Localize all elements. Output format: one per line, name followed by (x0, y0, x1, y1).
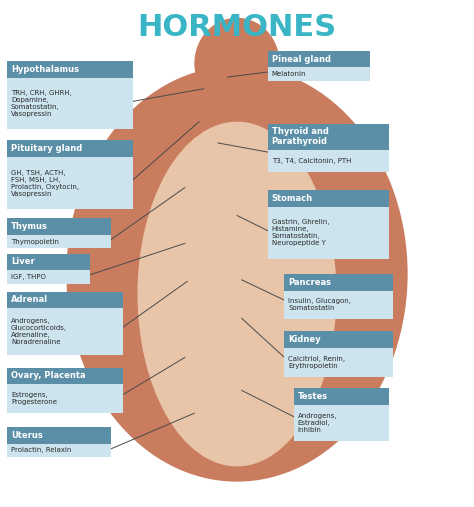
FancyBboxPatch shape (294, 388, 389, 405)
Text: Pineal gland: Pineal gland (272, 55, 330, 63)
FancyBboxPatch shape (268, 51, 370, 67)
FancyBboxPatch shape (216, 61, 258, 91)
FancyBboxPatch shape (284, 291, 393, 319)
Text: Pituitary gland: Pituitary gland (11, 144, 82, 153)
Text: GH, TSH, ACTH,
FSH, MSH, LH,
Prolactin, Oxytocin,
Vasopressin: GH, TSH, ACTH, FSH, MSH, LH, Prolactin, … (11, 169, 79, 197)
Text: Androgens,
Glucocorticoids,
Adrenaline,
Noradrenaline: Androgens, Glucocorticoids, Adrenaline, … (11, 318, 67, 345)
FancyBboxPatch shape (7, 140, 133, 157)
Text: Prolactin, Relaxin: Prolactin, Relaxin (11, 448, 71, 453)
FancyBboxPatch shape (268, 190, 389, 207)
FancyBboxPatch shape (7, 384, 123, 413)
Text: Adrenal: Adrenal (11, 296, 48, 304)
FancyBboxPatch shape (7, 78, 133, 129)
FancyBboxPatch shape (7, 235, 111, 248)
Text: Thymopoietin: Thymopoietin (11, 239, 59, 244)
FancyBboxPatch shape (268, 207, 389, 259)
FancyBboxPatch shape (7, 157, 133, 209)
Text: IGF, THPO: IGF, THPO (11, 274, 46, 280)
Text: Gastrin, Ghrelin,
Histamine,
Somatostatin,
Neuropeptide Y: Gastrin, Ghrelin, Histamine, Somatostati… (272, 219, 329, 246)
FancyBboxPatch shape (268, 150, 389, 172)
FancyBboxPatch shape (7, 254, 90, 270)
Text: T3, T4, Calcitonin, PTH: T3, T4, Calcitonin, PTH (272, 158, 351, 164)
Text: TRH, CRH, GHRH,
Dopamine,
Somatostatin,
Vasopressin: TRH, CRH, GHRH, Dopamine, Somatostatin, … (11, 90, 72, 117)
Ellipse shape (66, 66, 408, 482)
Text: Thymus: Thymus (11, 222, 48, 231)
FancyBboxPatch shape (268, 67, 370, 81)
Text: Androgens,
Estradiol,
Inhibin: Androgens, Estradiol, Inhibin (298, 413, 337, 433)
FancyBboxPatch shape (7, 218, 111, 235)
Text: Insulin, Glucagon,
Somatostatin: Insulin, Glucagon, Somatostatin (288, 299, 351, 311)
FancyBboxPatch shape (294, 405, 389, 441)
Ellipse shape (137, 122, 337, 466)
Circle shape (194, 18, 280, 109)
Text: Thyroid and
Parathyroid: Thyroid and Parathyroid (272, 127, 328, 147)
Text: Calcitriol, Renin,
Erythropoietin: Calcitriol, Renin, Erythropoietin (288, 356, 346, 369)
FancyBboxPatch shape (7, 427, 111, 444)
FancyBboxPatch shape (7, 308, 123, 355)
FancyBboxPatch shape (7, 292, 123, 308)
Text: Uterus: Uterus (11, 431, 43, 440)
FancyBboxPatch shape (7, 270, 90, 284)
Text: Melatonin: Melatonin (272, 71, 306, 77)
FancyBboxPatch shape (7, 444, 111, 457)
FancyBboxPatch shape (7, 61, 133, 78)
Text: Ovary, Placenta: Ovary, Placenta (11, 372, 85, 380)
Text: Liver: Liver (11, 258, 35, 266)
Text: Hypothalamus: Hypothalamus (11, 65, 79, 74)
FancyBboxPatch shape (284, 348, 393, 377)
FancyBboxPatch shape (7, 368, 123, 384)
Text: Pancreas: Pancreas (288, 278, 331, 286)
Text: HORMONES: HORMONES (137, 13, 337, 42)
Text: Kidney: Kidney (288, 335, 321, 344)
FancyBboxPatch shape (284, 274, 393, 291)
FancyBboxPatch shape (284, 331, 393, 348)
Text: Stomach: Stomach (272, 194, 313, 203)
Text: Estrogens,
Progesterone: Estrogens, Progesterone (11, 392, 57, 405)
Text: Testes: Testes (298, 392, 328, 401)
FancyBboxPatch shape (268, 124, 389, 150)
